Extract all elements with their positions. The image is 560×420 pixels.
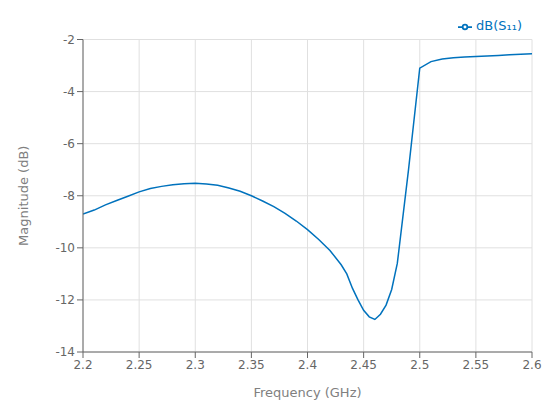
svg-text:2.5: 2.5	[410, 358, 429, 372]
svg-text:-2: -2	[63, 33, 75, 47]
svg-text:-14: -14	[55, 345, 75, 359]
svg-text:2.3: 2.3	[186, 358, 205, 372]
svg-text:2.35: 2.35	[238, 358, 265, 372]
svg-text:-8: -8	[63, 189, 75, 203]
svg-text:Magnitude (dB): Magnitude (dB)	[16, 146, 31, 246]
svg-text:-6: -6	[63, 137, 75, 151]
svg-text:2.4: 2.4	[298, 358, 317, 372]
svg-text:2.25: 2.25	[126, 358, 153, 372]
svg-text:-10: -10	[55, 241, 75, 255]
svg-text:Frequency (GHz): Frequency (GHz)	[253, 385, 361, 400]
svg-text:2.2: 2.2	[73, 358, 92, 372]
svg-text:2.45: 2.45	[350, 358, 377, 372]
svg-text:2.6: 2.6	[522, 358, 541, 372]
svg-text:-4: -4	[63, 85, 75, 99]
svg-text:-12: -12	[55, 293, 75, 307]
svg-text:2.55: 2.55	[463, 358, 490, 372]
html-text:dB(S₁₁): dB(S₁₁)	[476, 18, 522, 33]
